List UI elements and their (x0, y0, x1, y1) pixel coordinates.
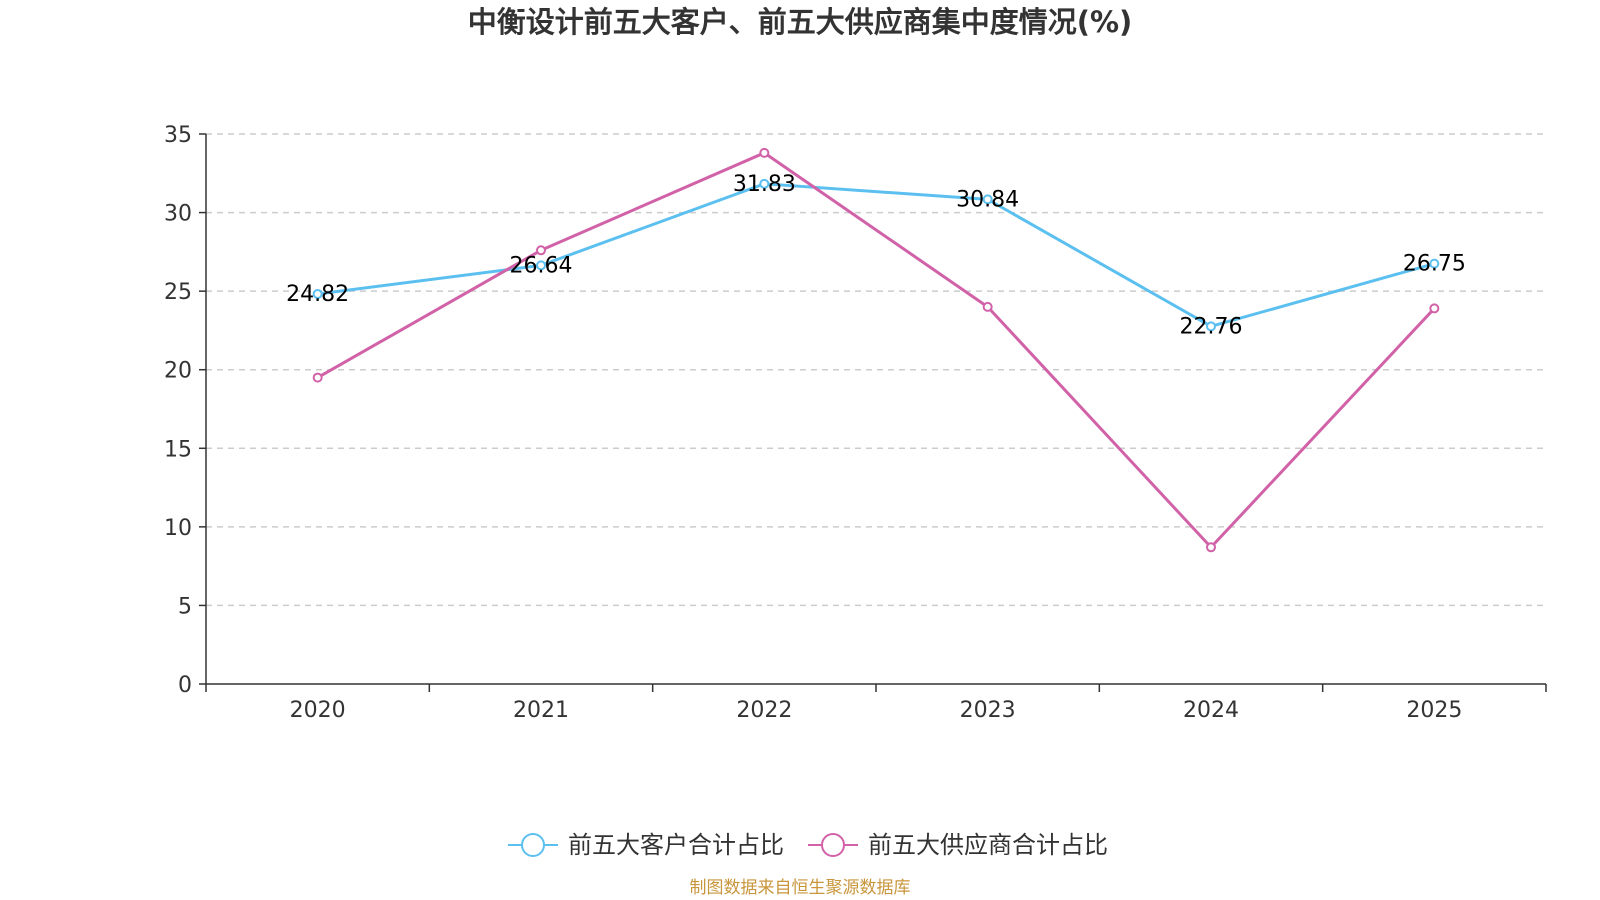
data-label: 31.83 (733, 172, 796, 197)
y-tick-label: 15 (164, 437, 192, 462)
y-tick-label: 30 (164, 202, 192, 227)
x-tick-label: 2025 (1406, 698, 1462, 723)
data-point[interactable] (1429, 303, 1440, 314)
data-label: 22.76 (1180, 314, 1243, 339)
y-tick-label: 20 (164, 359, 192, 384)
data-point[interactable] (982, 301, 993, 312)
data-point[interactable] (759, 147, 770, 158)
x-tick-label: 2022 (736, 698, 792, 723)
data-point[interactable] (536, 245, 546, 256)
series-line-0[interactable] (317, 182, 1435, 328)
data-label: 26.75 (1403, 252, 1466, 277)
legend-label-0[interactable]: 前五大客户合计占比 (568, 831, 784, 859)
data-point[interactable] (536, 260, 546, 271)
data-point[interactable] (1206, 542, 1216, 553)
data-label: 30.84 (956, 187, 1019, 212)
data-point[interactable] (759, 178, 770, 189)
x-tick-label: 2023 (960, 698, 1016, 723)
y-tick-label: 0 (178, 673, 192, 698)
data-label: 26.64 (510, 253, 573, 278)
series-lines (312, 147, 1440, 553)
legend[interactable]: 前五大客户合计占比 前五大供应商合计占比 (508, 831, 1108, 859)
x-tick-label: 2021 (513, 698, 569, 723)
data-point[interactable] (312, 372, 323, 383)
data-point[interactable] (1206, 321, 1216, 332)
y-tick-label: 35 (164, 123, 192, 148)
y-tick-label: 10 (164, 516, 192, 541)
series-line-1[interactable] (316, 151, 1436, 549)
data-labels: 24.82 26.64 31.83 30.84 22.76 26.75 (286, 172, 1466, 340)
legend-marker-0[interactable] (521, 833, 545, 857)
data-point[interactable] (312, 288, 323, 299)
data-point[interactable] (1429, 258, 1440, 269)
x-tick-label: 2020 (290, 698, 346, 723)
source-note: 制图数据来自恒生聚源数据库 (690, 878, 911, 898)
data-label: 24.82 (286, 282, 349, 307)
legend-marker-1[interactable] (821, 833, 845, 857)
data-point[interactable] (982, 194, 993, 205)
grid-lines (206, 133, 1546, 607)
legend-label-1[interactable]: 前五大供应商合计占比 (868, 831, 1108, 859)
x-tick-label: 2024 (1183, 698, 1239, 723)
chart-title: 中衡设计前五大客户、前五大供应商集中度情况(%) (468, 5, 1133, 39)
y-tick-label: 25 (164, 280, 192, 305)
y-tick-label: 5 (178, 594, 192, 619)
